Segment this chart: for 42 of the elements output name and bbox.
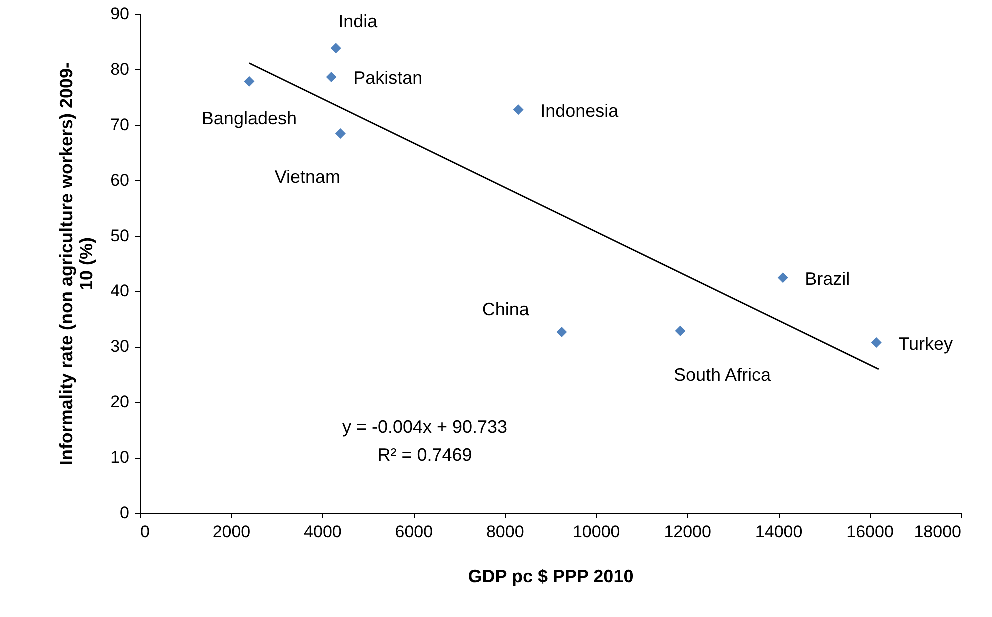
point: [326, 72, 337, 82]
y-tick-label: 60: [110, 170, 130, 190]
y-tick-label: 40: [110, 282, 130, 301]
x-tick-label: 14000: [755, 522, 803, 542]
point: [778, 272, 788, 284]
annotation: y = -0.004x + 90.733: [342, 417, 508, 437]
data-label: India: [338, 11, 379, 32]
x-tick-label: 4000: [304, 522, 342, 542]
x-tick-label: 8000: [486, 522, 524, 542]
point: [675, 326, 686, 336]
annotation: R² = 0.7469: [378, 445, 472, 465]
point: [244, 76, 255, 87]
y-axis-title: Informality rate (non agriculture workers) 2009-10 (%): [56, 62, 97, 466]
y-tick-label: 80: [110, 60, 130, 79]
x-tick-label: 6000: [395, 522, 434, 542]
x-tick-label: 12000: [664, 522, 712, 542]
y-tick-label: 10: [110, 448, 130, 468]
data-label: Bangladesh: [202, 108, 298, 129]
data-label: Turkey: [898, 334, 953, 354]
y-tick-label: 90: [110, 4, 130, 24]
y-tick-label: 0: [120, 504, 130, 522]
y-tick-label: 30: [110, 337, 130, 356]
y-tick-label: 70: [110, 115, 130, 134]
x-axis-title: GDP pc $ PPP 2010: [468, 566, 634, 586]
point: [330, 43, 342, 54]
data-label: Vietnam: [274, 166, 341, 187]
x-tick-label: 10000: [572, 522, 620, 542]
point: [871, 338, 882, 348]
data-label: Indonesia: [540, 100, 620, 121]
point: [513, 104, 524, 116]
y-tick-label: 50: [110, 226, 130, 246]
x-tick-label: 16000: [846, 522, 894, 542]
data-label: China: [482, 299, 530, 320]
point: [335, 128, 346, 140]
y-tick-label: 20: [110, 392, 130, 412]
x-tick-label: 18000: [914, 522, 962, 542]
data-label: South Africa: [674, 365, 772, 386]
data-label: Pakistan: [354, 68, 423, 88]
x-tick-label: 0: [140, 522, 150, 542]
point: [556, 327, 568, 338]
x-tick-label: 2000: [212, 522, 251, 542]
data-label: Brazil: [805, 268, 850, 289]
